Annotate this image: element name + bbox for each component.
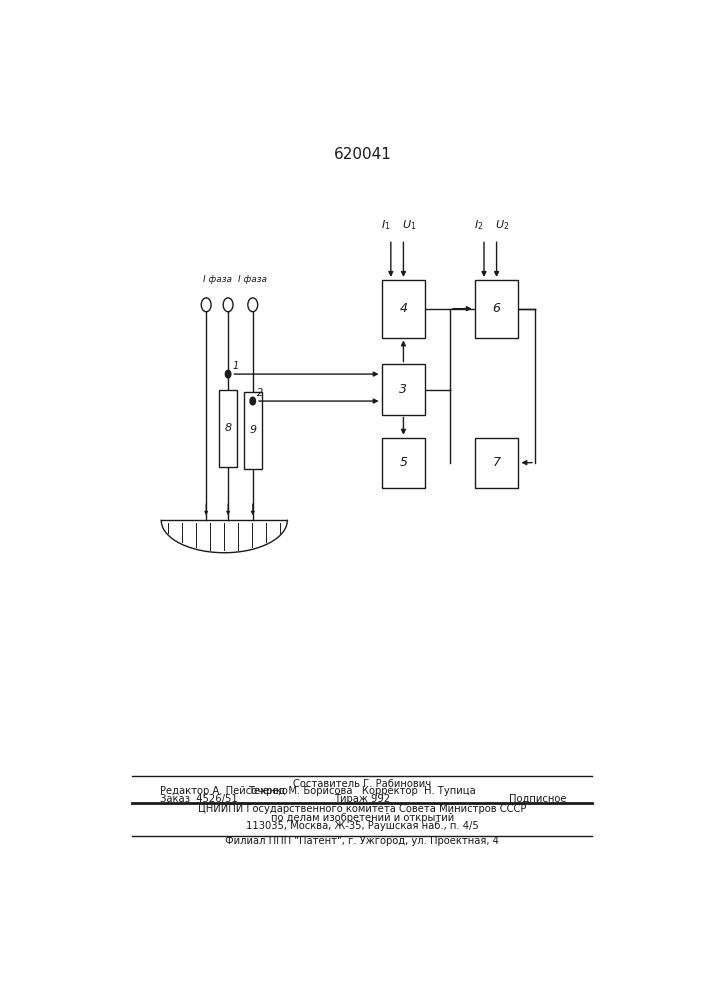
Bar [382,364,426,415]
Text: Техред М. Борисова   Корректор  Н. Тупица: Техред М. Борисова Корректор Н. Тупица [248,786,477,796]
Bar [244,392,262,469]
Text: 113035, Москва, Ж-35, Раушская наб., п. 4/5: 113035, Москва, Ж-35, Раушская наб., п. … [246,821,479,831]
Text: Редактор А. Пейсоченко: Редактор А. Пейсоченко [160,786,288,796]
Text: 1: 1 [233,361,239,371]
Text: $I_2$: $I_2$ [474,218,483,232]
Text: 5: 5 [399,456,407,469]
Text: 8: 8 [225,423,232,433]
Bar [219,390,237,467]
Text: 9: 9 [249,425,257,435]
Bar [474,280,518,338]
Text: 7: 7 [493,456,501,469]
Text: ЦНИИПИ Государственного комитета Совета Министров СССР: ЦНИИПИ Государственного комитета Совета … [198,804,527,814]
Text: Заказ  4526/51: Заказ 4526/51 [160,794,238,804]
Text: 2: 2 [257,388,264,398]
Text: Составитель Г. Рабинович: Составитель Г. Рабинович [293,779,431,789]
Text: по делам изобретений и открытий: по делам изобретений и открытий [271,813,454,823]
Bar [382,438,426,488]
Text: Подписное: Подписное [509,794,566,804]
Text: 620041: 620041 [334,147,391,162]
Text: I фаза: I фаза [203,275,232,284]
Text: Филиал ППП "Патент", г. Ужгород, ул. Проектная, 4: Филиал ППП "Патент", г. Ужгород, ул. Про… [226,836,499,846]
Bar [382,280,426,338]
Text: 3: 3 [399,383,407,396]
Text: I фаза: I фаза [238,275,267,284]
Text: 6: 6 [493,302,501,315]
Text: $U_1$: $U_1$ [402,218,416,232]
Text: 4: 4 [399,302,407,315]
Text: $I_1$: $I_1$ [380,218,390,232]
Bar [474,438,518,488]
Text: $U_2$: $U_2$ [495,218,509,232]
Circle shape [226,370,230,378]
Text: Тираж 992: Тираж 992 [334,794,390,804]
Circle shape [250,397,255,405]
